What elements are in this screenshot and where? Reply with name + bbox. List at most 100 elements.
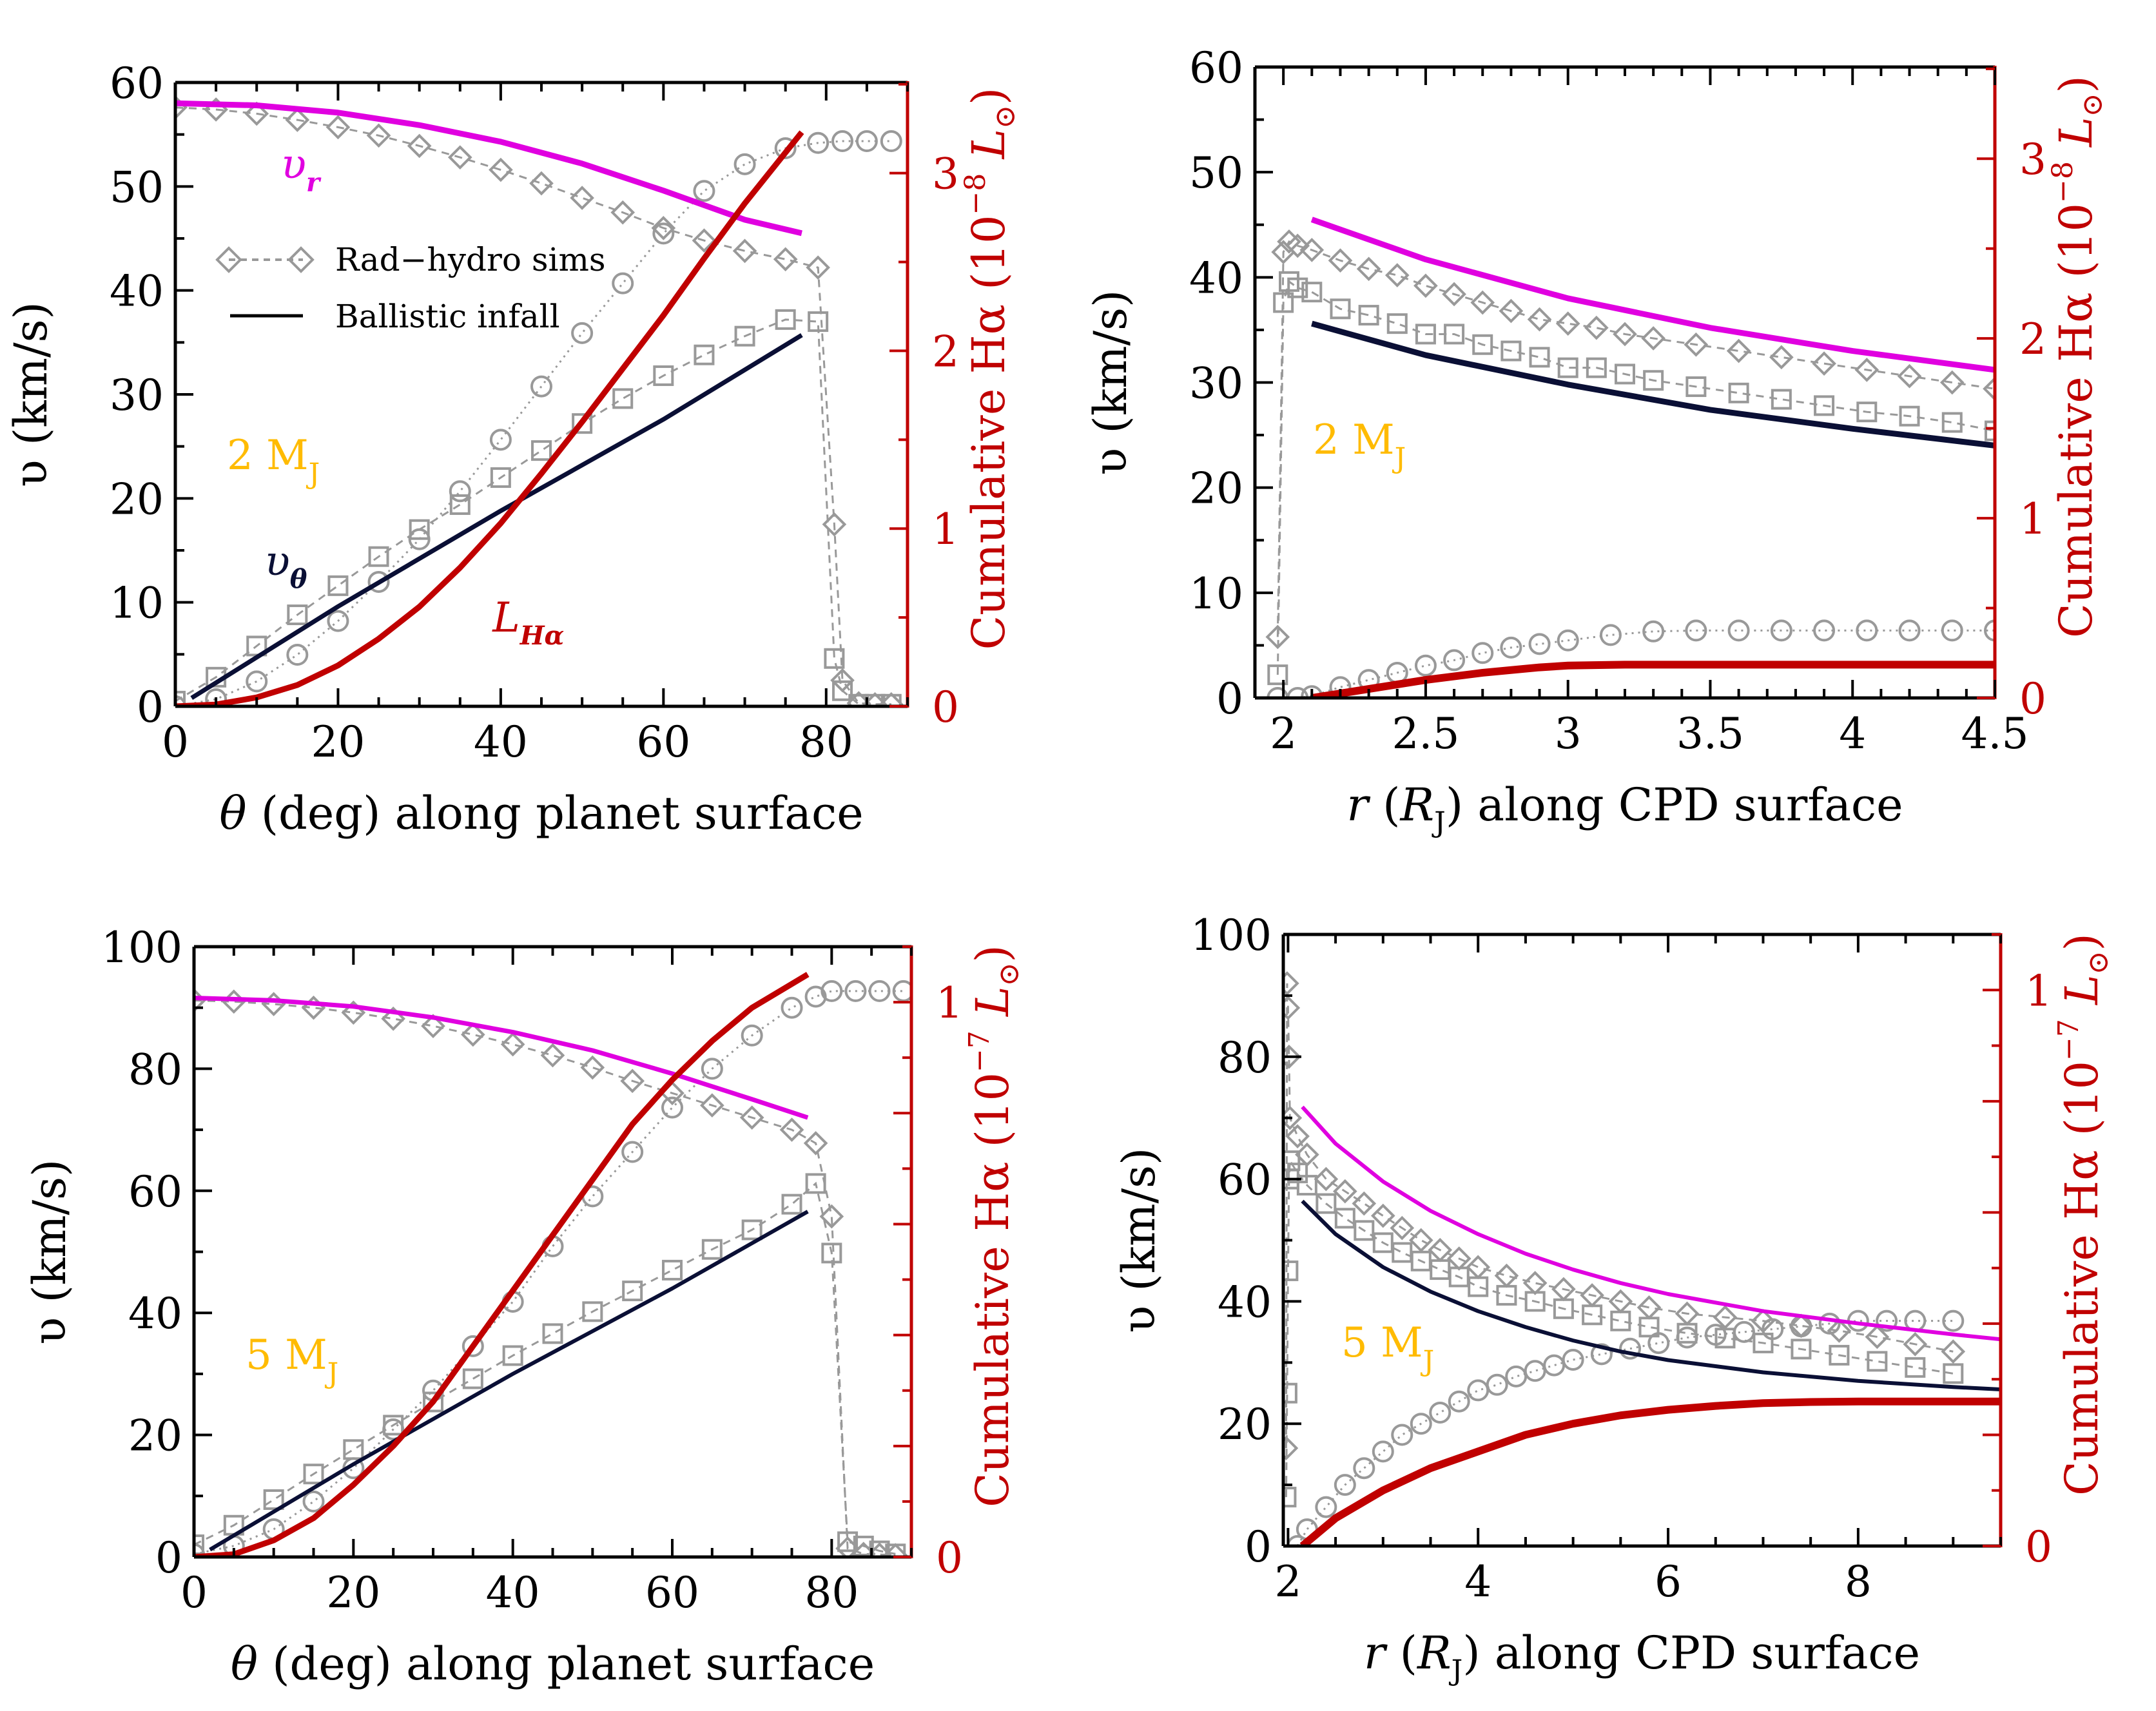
- y-tick-label: 20: [128, 1411, 182, 1461]
- y-right-axis-title-exponent: −8: [959, 173, 992, 215]
- data-point-circle: [1543, 1354, 1566, 1377]
- y-tick-label: 20: [1218, 1400, 1272, 1449]
- y-right-axis-title-unit: L: [2050, 117, 2103, 161]
- data-point-square: [805, 1173, 826, 1194]
- data-point-square: [1444, 324, 1465, 345]
- vr-label-sub: r: [306, 167, 322, 197]
- data-point-diamond: [1470, 290, 1495, 315]
- x-tick-label: 0: [180, 1568, 208, 1618]
- data-point-diamond: [1769, 345, 1794, 370]
- x-axis-title-tail: ) along CPD surface: [1446, 778, 1903, 831]
- data-point-circle: [774, 137, 797, 160]
- data-point-circle: [1818, 1312, 1841, 1335]
- data-point-diamond: [1527, 307, 1552, 332]
- data-point-diamond: [1466, 1255, 1491, 1280]
- y-right-tick-label: 1: [2019, 494, 2046, 544]
- data-point-diamond: [489, 157, 513, 182]
- data-point-diamond: [1285, 233, 1310, 258]
- data-point-circle: [1676, 1326, 1698, 1349]
- data-point-diamond: [1726, 338, 1751, 363]
- x-tick-label: 20: [326, 1568, 380, 1618]
- data-point-square: [832, 680, 853, 701]
- sun-symbol-icon: ⊙: [2076, 93, 2109, 117]
- data-point-circle: [741, 1024, 763, 1047]
- data-point-square: [837, 1531, 859, 1552]
- data-point-square: [734, 325, 755, 347]
- y-tick-label: 50: [1189, 148, 1243, 198]
- data-point-circle: [701, 1058, 723, 1080]
- series-group: [175, 95, 904, 706]
- data-point-diamond: [407, 133, 432, 159]
- data-point-diamond: [1285, 1124, 1310, 1148]
- data-point-square: [1283, 1382, 1297, 1404]
- data-point-square: [1943, 1363, 1964, 1384]
- y-tick-label: 10: [1189, 569, 1243, 619]
- data-point-circle: [1353, 1457, 1375, 1480]
- series-line-l-halpha-ballistic: [175, 130, 804, 706]
- data-point-square: [462, 1368, 483, 1389]
- data-point-diamond: [421, 1014, 445, 1038]
- data-point-circle: [530, 375, 552, 398]
- data-point-diamond: [803, 1131, 828, 1155]
- data-point-square: [694, 344, 715, 365]
- data-point-square: [1273, 292, 1294, 313]
- series-line-v-theta-sims: [1276, 280, 1995, 675]
- y-tick-label: 80: [128, 1045, 182, 1094]
- data-point-diamond: [1903, 1332, 1928, 1357]
- data-point-square: [612, 388, 634, 409]
- series-line-v-r-sims: [175, 106, 891, 706]
- data-point-diamond: [1283, 1044, 1301, 1069]
- y-right-tick-label: 3: [932, 150, 959, 199]
- series-group: [1265, 217, 1995, 698]
- sun-symbol-icon: ⊙: [2082, 951, 2115, 974]
- data-point-diamond: [806, 255, 830, 280]
- series-line-v-theta-ballistic: [209, 1210, 809, 1552]
- lha-label-sub: Hα: [520, 621, 565, 651]
- legend-ballistic-label: Ballistic infall: [335, 298, 560, 335]
- data-point-circle: [1762, 1318, 1784, 1340]
- data-point-square: [1430, 1259, 1451, 1281]
- data-point-circle: [807, 131, 830, 154]
- data-point-circle: [868, 980, 891, 1002]
- data-point-diamond: [285, 108, 310, 132]
- data-point-square: [1728, 382, 1749, 403]
- x-tick-label: 40: [474, 717, 528, 767]
- planet-mass-value: 2 M: [227, 432, 309, 479]
- data-point-circle: [781, 996, 803, 1019]
- data-point-square: [449, 494, 471, 516]
- data-point-circle: [661, 1096, 683, 1119]
- data-point-square: [1330, 298, 1351, 320]
- data-point-circle: [1813, 619, 1836, 642]
- data-point-diamond: [1584, 315, 1609, 340]
- data-point-circle: [302, 1490, 325, 1513]
- data-point-diamond: [1408, 1228, 1433, 1253]
- data-point-diamond: [1854, 358, 1879, 382]
- x-axis-title-variable: θ: [219, 787, 246, 840]
- data-point-square: [1941, 412, 1963, 433]
- y-right-axis-title: Cumulative Hα (10−7 L⊙): [2052, 933, 2115, 1496]
- data-point-square: [824, 648, 845, 669]
- data-point-square: [368, 546, 389, 567]
- y-right-axis-title: Cumulative Hα (10−8 L⊙): [2046, 75, 2109, 638]
- x-tick-label: 0: [162, 717, 189, 767]
- x-axis-title: r (RJ) along CPD surface: [1364, 1627, 1920, 1687]
- data-point-circle: [880, 130, 902, 153]
- x-tick-label: 3: [1555, 709, 1582, 759]
- data-point-diamond: [1328, 248, 1353, 273]
- data-point-square: [1791, 1339, 1812, 1360]
- data-point-circle: [1984, 619, 1995, 642]
- y-right-axis-title-text: Cumulative Hα (10: [962, 215, 1015, 650]
- data-point-square: [542, 1323, 563, 1344]
- y-right-tick-label: 0: [936, 1533, 963, 1583]
- data-point-square: [821, 1242, 842, 1264]
- y-right-axis-title-unit: L: [962, 129, 1015, 173]
- y-tick-label: 40: [1218, 1277, 1272, 1327]
- data-point-square: [1557, 357, 1578, 378]
- planet-mass-sub: J: [1392, 442, 1406, 475]
- x-tick-label: 4.5: [1961, 709, 2029, 759]
- y-right-tick-label: 1: [932, 505, 959, 554]
- x-axis-title-r: R: [1416, 1627, 1452, 1679]
- x-tick-label: 8: [1845, 1557, 1872, 1607]
- series-line-v-theta-ballistic: [1301, 1199, 2001, 1392]
